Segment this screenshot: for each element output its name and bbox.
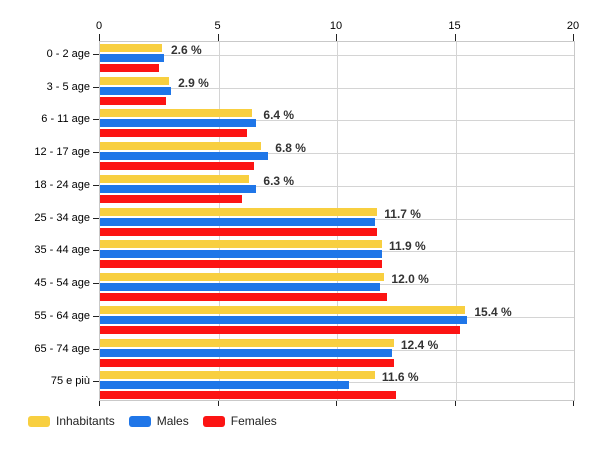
bar-females[interactable] [100,64,160,72]
value-label: 11.9 % [389,239,426,254]
category-label: 25 - 34 age [34,211,90,224]
category-label: 75 e più [50,375,90,388]
category-label: 35 - 44 age [34,244,90,257]
x-axis-tick-bottom [217,401,219,406]
bar-inhabitants[interactable] [100,44,162,52]
y-axis-tick [93,381,99,383]
category-label: 12 - 17 age [34,146,90,159]
x-axis-tick [99,34,100,41]
bar-inhabitants[interactable] [100,305,465,314]
bar-females[interactable] [100,227,378,236]
bar-females[interactable] [100,293,387,302]
plot-area: 2.6 % 2.9 % 6.4 % 6.8 % 6.3 % 11.7 % 11.9 % 12.… [99,41,575,401]
bar-males[interactable] [100,184,257,193]
x-axis-tick-label: 20 [566,20,580,32]
bar-males[interactable] [100,86,172,95]
bar-inhabitants[interactable] [100,273,385,282]
bar-males[interactable] [100,54,164,62]
bar-females[interactable] [100,96,167,105]
x-axis-tick-bottom [454,401,456,406]
bar-males[interactable] [100,119,257,128]
bar-females[interactable] [100,129,247,138]
y-axis-tick [93,315,99,317]
x-axis-tick-label: 10 [329,20,343,32]
row-gridline [100,185,574,187]
bar-females[interactable] [100,325,461,334]
legend-swatch-males [128,415,151,427]
legend-swatch-inhabitants [28,415,50,427]
bar-inhabitants[interactable] [100,207,378,216]
y-axis-tick [93,348,99,350]
value-label: 6.3 % [263,173,295,188]
value-label: 2.9 % [178,75,209,90]
category-label: 6 - 11 age [41,113,90,126]
row-gridline [100,55,574,56]
value-label: 6.4 % [263,108,295,123]
legend-label-females: Females [230,414,277,428]
x-axis-tick [217,34,219,41]
category-label: 55 - 64 age [34,309,90,322]
x-axis-tick-label: 15 [448,20,461,32]
value-label: 11.7 % [384,206,421,221]
bar-inhabitants[interactable] [100,371,375,380]
category-label: 0 - 2 age [46,48,90,60]
bar-males[interactable] [100,152,269,161]
y-axis-tick [93,217,99,219]
value-label: 12.4 % [400,337,439,352]
bar-males[interactable] [100,381,349,390]
bar-females[interactable] [100,194,243,203]
category-label: 45 - 54 age [34,277,90,290]
value-label: 2.6 % [170,43,202,57]
x-axis-tick [336,34,337,41]
category-label: 3 - 5 age [46,80,90,93]
x-axis-tick-label: 0 [95,20,103,32]
category-label: 65 - 74 age [34,342,90,355]
value-label: 12.0 % [391,272,429,287]
bar-males[interactable] [100,283,380,292]
legend-item-inhabitants[interactable]: Inhabitants [28,414,115,428]
bar-inhabitants[interactable] [100,76,169,85]
legend-swatch-females [202,415,225,427]
y-axis-tick [93,283,99,285]
y-axis-tick [93,152,99,154]
value-label: 11.6 % [381,370,419,385]
legend-label-inhabitants: Inhabitants [56,414,115,428]
row-gridline [100,120,574,122]
bar-inhabitants[interactable] [100,240,383,249]
legend-item-males[interactable]: Males [128,414,189,428]
vertical-gridline [455,42,457,400]
legend: Inhabitants Males Females [28,414,277,428]
legend-label-males: Males [156,414,189,428]
bar-females[interactable] [100,391,397,400]
x-axis-tick-bottom [99,401,100,406]
bar-inhabitants[interactable] [100,142,262,151]
x-axis-tick-label: 5 [214,20,221,32]
legend-item-females[interactable]: Females [202,414,277,428]
x-axis-tick-bottom [573,401,574,406]
bar-males[interactable] [100,348,392,357]
row-gridline [100,153,574,155]
bar-inhabitants[interactable] [100,109,252,118]
x-axis-tick-bottom [336,401,337,406]
y-axis-tick [93,119,99,121]
value-label: 15.4 % [474,304,512,319]
y-axis-tick [93,250,99,252]
y-axis-tick [93,54,99,55]
category-label: 18 - 24 age [34,178,90,191]
x-axis-tick [573,34,574,41]
bar-inhabitants[interactable] [100,338,394,347]
bar-males[interactable] [100,315,468,324]
y-axis-tick [93,86,99,88]
row-gridline [100,87,574,89]
bar-females[interactable] [100,358,394,367]
value-label: 6.8 % [275,141,306,156]
bar-females[interactable] [100,162,255,171]
bar-inhabitants[interactable] [100,174,250,183]
bar-males[interactable] [100,250,383,259]
y-axis-tick [93,184,99,186]
bar-males[interactable] [100,217,375,226]
bar-females[interactable] [100,260,383,269]
x-axis-tick [454,34,456,41]
